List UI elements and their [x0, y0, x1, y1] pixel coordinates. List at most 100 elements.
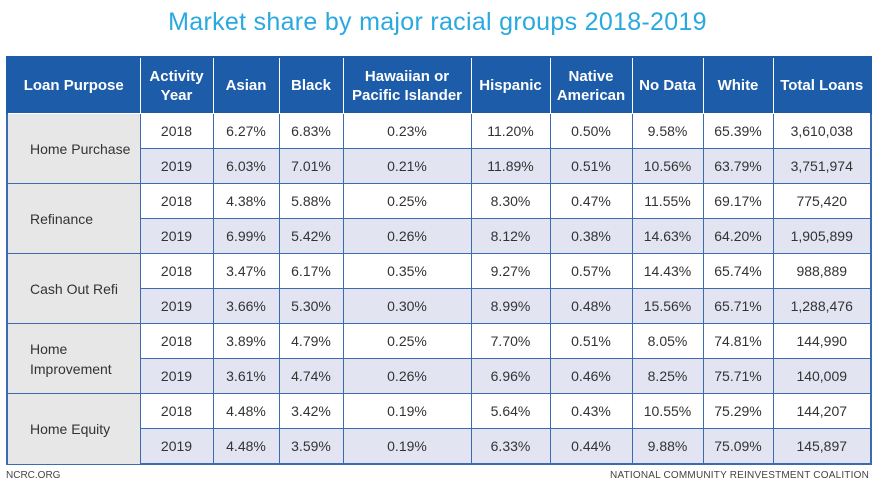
value-cell: 0.51%: [549, 323, 633, 359]
value-cell: 6.33%: [470, 428, 551, 465]
footer-org: NATIONAL COMMUNITY REINVESTMENT COALITIO…: [610, 470, 869, 481]
value-cell: 3.66%: [212, 288, 280, 324]
value-cell: 8.05%: [631, 323, 704, 359]
loan-purpose-cell: Refinance: [6, 183, 141, 254]
value-cell: 775,420: [772, 183, 872, 219]
header-hawaiian-pacific-islander: Hawaiian or Pacific Islander: [342, 56, 472, 114]
header-white: White: [702, 56, 774, 114]
value-cell: 6.96%: [470, 358, 551, 394]
value-cell: 74.81%: [702, 323, 774, 359]
year-cell: 2018: [139, 183, 214, 219]
value-cell: 5.30%: [278, 288, 344, 324]
value-cell: 8.12%: [470, 218, 551, 254]
table-row: Home Purchase 2018 6.27% 6.83% 0.23% 11.20% 0.…: [6, 113, 872, 184]
value-cell: 0.26%: [342, 218, 472, 254]
header-hispanic: Hispanic: [470, 56, 551, 114]
value-cell: 11.55%: [631, 183, 704, 219]
value-cell: 8.25%: [631, 358, 704, 394]
value-cell: 0.38%: [549, 218, 633, 254]
value-cell: 0.19%: [342, 393, 472, 429]
value-cell: 65.74%: [702, 253, 774, 289]
value-cell: 6.83%: [278, 113, 344, 149]
table-row: Cash Out Refi 2018 3.47% 6.17% 0.35% 9.27% 0.5…: [6, 253, 872, 324]
table-row: 2019 3.66% 5.30% 0.30% 8.99% 0.48% 15.56% 65.71…: [7, 288, 872, 324]
table-row: Home Equity 2018 4.48% 3.42% 0.19% 5.64% 0.43%…: [6, 393, 872, 465]
value-cell: 75.71%: [702, 358, 774, 394]
value-cell: 65.71%: [702, 288, 774, 324]
value-cell: 0.23%: [342, 113, 472, 149]
value-cell: 10.56%: [631, 148, 704, 184]
market-share-table: Loan Purpose Activity Year Asian Black Hawaii…: [6, 56, 872, 465]
value-cell: 5.64%: [470, 393, 551, 429]
value-cell: 14.63%: [631, 218, 704, 254]
value-cell: 4.38%: [212, 183, 280, 219]
value-cell: 4.48%: [212, 428, 280, 465]
loan-purpose-cell: Home Improvement: [6, 323, 141, 394]
year-cell: 2019: [139, 428, 214, 465]
value-cell: 4.79%: [278, 323, 344, 359]
header-no-data: No Data: [631, 56, 704, 114]
value-cell: 1,905,899: [772, 218, 872, 254]
value-cell: 144,207: [772, 393, 872, 429]
table-row: 2019 4.48% 3.59% 0.19% 6.33% 0.44% 9.88% 75.09%…: [7, 428, 872, 465]
year-cell: 2019: [139, 218, 214, 254]
value-cell: 3.42%: [278, 393, 344, 429]
year-cell: 2019: [139, 148, 214, 184]
header-row: Loan Purpose Activity Year Asian Black Hawaii…: [6, 56, 872, 114]
value-cell: 3.47%: [212, 253, 280, 289]
value-cell: 9.27%: [470, 253, 551, 289]
value-cell: 3,610,038: [772, 113, 872, 149]
value-cell: 0.25%: [342, 183, 472, 219]
value-cell: 75.09%: [702, 428, 774, 465]
value-cell: 0.46%: [549, 358, 633, 394]
value-cell: 14.43%: [631, 253, 704, 289]
value-cell: 0.43%: [549, 393, 633, 429]
year-cell: 2019: [139, 358, 214, 394]
year-cell: 2018: [139, 113, 214, 149]
value-cell: 0.19%: [342, 428, 472, 465]
header-asian: Asian: [212, 56, 280, 114]
value-cell: 0.35%: [342, 253, 472, 289]
value-cell: 144,990: [772, 323, 872, 359]
value-cell: 0.57%: [549, 253, 633, 289]
value-cell: 6.17%: [278, 253, 344, 289]
table-row: 2019 6.99% 5.42% 0.26% 8.12% 0.38% 14.63% 64.20…: [7, 218, 872, 254]
value-cell: 0.48%: [549, 288, 633, 324]
value-cell: 0.25%: [342, 323, 472, 359]
value-cell: 15.56%: [631, 288, 704, 324]
value-cell: 0.21%: [342, 148, 472, 184]
value-cell: 65.39%: [702, 113, 774, 149]
value-cell: 0.30%: [342, 288, 472, 324]
value-cell: 140,009: [772, 358, 872, 394]
chart-title: Market share by major racial groups 2018…: [168, 8, 707, 36]
value-cell: 3,751,974: [772, 148, 872, 184]
value-cell: 0.44%: [549, 428, 633, 465]
value-cell: 7.70%: [470, 323, 551, 359]
header-native-american: Native American: [549, 56, 633, 114]
year-cell: 2018: [139, 323, 214, 359]
value-cell: 3.89%: [212, 323, 280, 359]
table-body: Home Purchase 2018 6.27% 6.83% 0.23% 11.20% 0.…: [6, 113, 872, 465]
value-cell: 10.55%: [631, 393, 704, 429]
value-cell: 4.74%: [278, 358, 344, 394]
value-cell: 5.42%: [278, 218, 344, 254]
value-cell: 145,897: [772, 428, 872, 465]
value-cell: 5.88%: [278, 183, 344, 219]
value-cell: 6.03%: [212, 148, 280, 184]
value-cell: 0.50%: [549, 113, 633, 149]
value-cell: 988,889: [772, 253, 872, 289]
header-activity-year: Activity Year: [139, 56, 214, 114]
value-cell: 64.20%: [702, 218, 774, 254]
value-cell: 69.17%: [702, 183, 774, 219]
value-cell: 8.99%: [470, 288, 551, 324]
value-cell: 0.51%: [549, 148, 633, 184]
footer-site: NCRC.ORG: [6, 470, 61, 481]
value-cell: 1,288,476: [772, 288, 872, 324]
value-cell: 8.30%: [470, 183, 551, 219]
value-cell: 0.26%: [342, 358, 472, 394]
loan-purpose-cell: Home Purchase: [6, 113, 141, 184]
value-cell: 7.01%: [278, 148, 344, 184]
table-row: Refinance 2018 4.38% 5.88% 0.25% 8.30% 0.47% 11…: [6, 183, 872, 254]
value-cell: 3.59%: [278, 428, 344, 465]
value-cell: 6.27%: [212, 113, 280, 149]
